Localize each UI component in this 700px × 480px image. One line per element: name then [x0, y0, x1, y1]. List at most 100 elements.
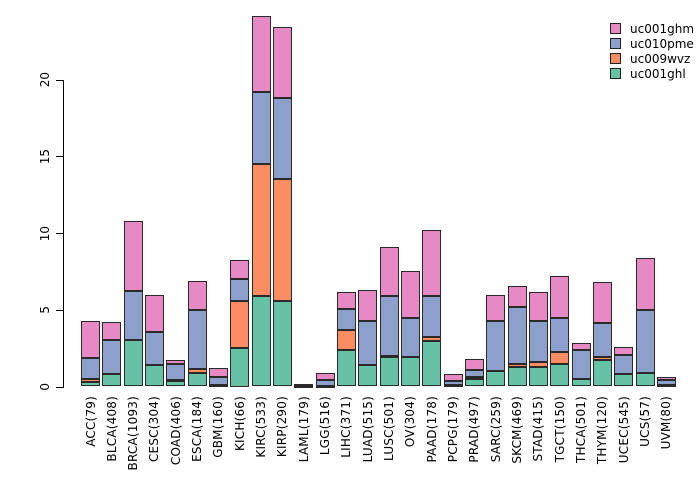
- bar-segment-uc001ghl: [379, 356, 399, 387]
- bar-segment-uc010pme: [400, 318, 420, 358]
- bar-segment-uc009wvz: [272, 179, 292, 301]
- bar-segment-uc001ghm: [507, 285, 527, 307]
- bar-segment-uc010pme: [272, 97, 292, 180]
- bar-segment-uc001ghl: [614, 374, 634, 387]
- legend-swatch-icon: [610, 53, 621, 64]
- bar-segment-uc009wvz: [550, 351, 570, 365]
- bar-segment-uc009wvz: [464, 376, 484, 379]
- bar-segment-uc010pme: [507, 306, 527, 365]
- x-axis-category-label: THYM(120): [595, 396, 610, 465]
- x-axis-category-label: PAAD(178): [424, 396, 439, 463]
- legend-item: uc001ghm: [610, 21, 694, 36]
- x-axis-category-label: KIRP(290): [275, 396, 290, 458]
- bar-segment-uc001ghm: [272, 26, 292, 98]
- bar-segment-uc010pme: [251, 91, 271, 164]
- bar-segment-uc001ghl: [272, 300, 292, 387]
- bar-segment-uc010pme: [379, 295, 399, 356]
- x-axis-category-label: BLCA(408): [104, 396, 119, 462]
- x-axis-category-label: TGCT(150): [552, 396, 567, 463]
- bar-segment-uc001ghm: [443, 374, 463, 382]
- bar-segment-uc001ghl: [422, 341, 442, 387]
- bar-segment-uc009wvz: [251, 163, 271, 296]
- bar-segment-uc001ghl: [336, 350, 356, 387]
- bar-segment-uc001ghm: [422, 229, 442, 296]
- bar-segment-uc001ghl: [464, 378, 484, 387]
- bar-segment-uc001ghl: [208, 384, 228, 387]
- bar-segment-uc009wvz: [507, 364, 527, 367]
- bar-segment-uc010pme: [635, 309, 655, 374]
- legend-swatch-icon: [610, 68, 621, 79]
- bar-segment-uc010pme: [102, 339, 122, 375]
- y-axis-tick: [56, 309, 63, 311]
- x-axis-category-label: THCA(501): [574, 396, 589, 464]
- legend-label: uc009wvz: [630, 51, 691, 66]
- bar-segment-uc001ghl: [486, 371, 506, 387]
- bar-segment-uc010pme: [614, 355, 634, 375]
- bar-segment-uc001ghm: [102, 322, 122, 340]
- bar-segment-uc010pme: [571, 350, 591, 379]
- bar-segment-uc001ghl: [528, 366, 548, 387]
- x-axis-category-label: UCEC(545): [616, 396, 631, 464]
- bar-segment-uc010pme: [443, 381, 463, 385]
- x-axis-category-label: LIHC(371): [339, 396, 354, 458]
- x-axis-category-label: LAML(179): [296, 396, 311, 463]
- y-axis-tick: [56, 156, 63, 158]
- legend-item: uc001ghl: [610, 66, 694, 81]
- bar-segment-uc001ghl: [507, 366, 527, 387]
- bar-segment-uc001ghm: [144, 295, 164, 332]
- x-axis-category-label: COAD(406): [168, 396, 183, 466]
- bar-segment-uc001ghl: [315, 385, 335, 388]
- x-axis-category-label: LUSC(501): [382, 396, 397, 461]
- x-axis-category-label: KIRC(533): [254, 396, 269, 458]
- bar-segment-uc001ghm: [230, 259, 250, 280]
- bar-segment-uc001ghl: [400, 357, 420, 387]
- y-axis-tick: [56, 79, 63, 81]
- bar-segment-uc001ghl: [443, 384, 463, 387]
- bar-segment-uc009wvz: [187, 368, 207, 374]
- x-axis-category-label: SKCM(469): [510, 396, 525, 464]
- legend: uc001ghm uc010pme uc009wvz uc001ghl: [610, 21, 694, 81]
- bar-segment-uc001ghm: [550, 275, 570, 319]
- x-axis-category-label: PRAD(497): [467, 396, 482, 463]
- bar-segment-uc001ghm: [614, 346, 634, 356]
- bar-segment-uc001ghm: [315, 373, 335, 380]
- bar-segment-uc010pme: [315, 379, 335, 386]
- bar-segment-uc001ghm: [336, 292, 356, 309]
- x-axis-category-label: UCS(57): [638, 396, 653, 447]
- bar-segment-uc001ghl: [592, 359, 612, 387]
- bar-segment-uc010pme: [144, 332, 164, 365]
- bar-segment-uc010pme: [656, 380, 676, 385]
- y-axis-tick-label: 0: [38, 382, 52, 391]
- bar-segment-uc001ghl: [358, 365, 378, 387]
- bar-segment-uc010pme: [336, 308, 356, 331]
- x-axis-category-label: BRCA(1093): [126, 396, 141, 471]
- bar-segment-uc001ghm: [187, 281, 207, 310]
- bar-segment-uc001ghl: [81, 381, 100, 387]
- x-axis-category-label: LGG(516): [318, 396, 333, 456]
- bar-segment-uc001ghm: [251, 15, 271, 92]
- bar-segment-uc001ghm: [571, 342, 591, 351]
- bar-segment-uc001ghl: [230, 348, 250, 387]
- x-axis-category-label: LUAD(515): [360, 396, 375, 463]
- bar-segment-uc009wvz: [336, 330, 356, 351]
- y-axis-tick-label: 5: [38, 305, 52, 314]
- bar-segment-uc001ghl: [656, 384, 676, 387]
- bar-segment-uc009wvz: [592, 356, 612, 360]
- legend-label: uc001ghl: [630, 66, 686, 81]
- bar-segment-uc010pme: [123, 290, 143, 340]
- bar-segment-uc001ghm: [486, 295, 506, 322]
- bar-segment-uc010pme: [422, 295, 442, 338]
- bar-segment-uc001ghm: [166, 359, 186, 365]
- bar-segment-uc001ghm: [464, 358, 484, 370]
- bar-segment-uc010pme: [187, 309, 207, 369]
- legend-item: uc009wvz: [610, 51, 694, 66]
- y-axis-tick-label: 20: [38, 72, 52, 88]
- legend-label: uc010pme: [630, 36, 694, 51]
- bar-segment-uc001ghl: [635, 373, 655, 387]
- bar-segment-uc009wvz: [528, 361, 548, 367]
- bar-segment-uc010pme: [166, 364, 186, 380]
- x-axis-category-label: OV(304): [403, 396, 418, 448]
- bar-segment-uc001ghl: [251, 295, 271, 387]
- bar-segment-uc001ghl: [187, 373, 207, 387]
- bar-segment-uc010pme: [358, 321, 378, 365]
